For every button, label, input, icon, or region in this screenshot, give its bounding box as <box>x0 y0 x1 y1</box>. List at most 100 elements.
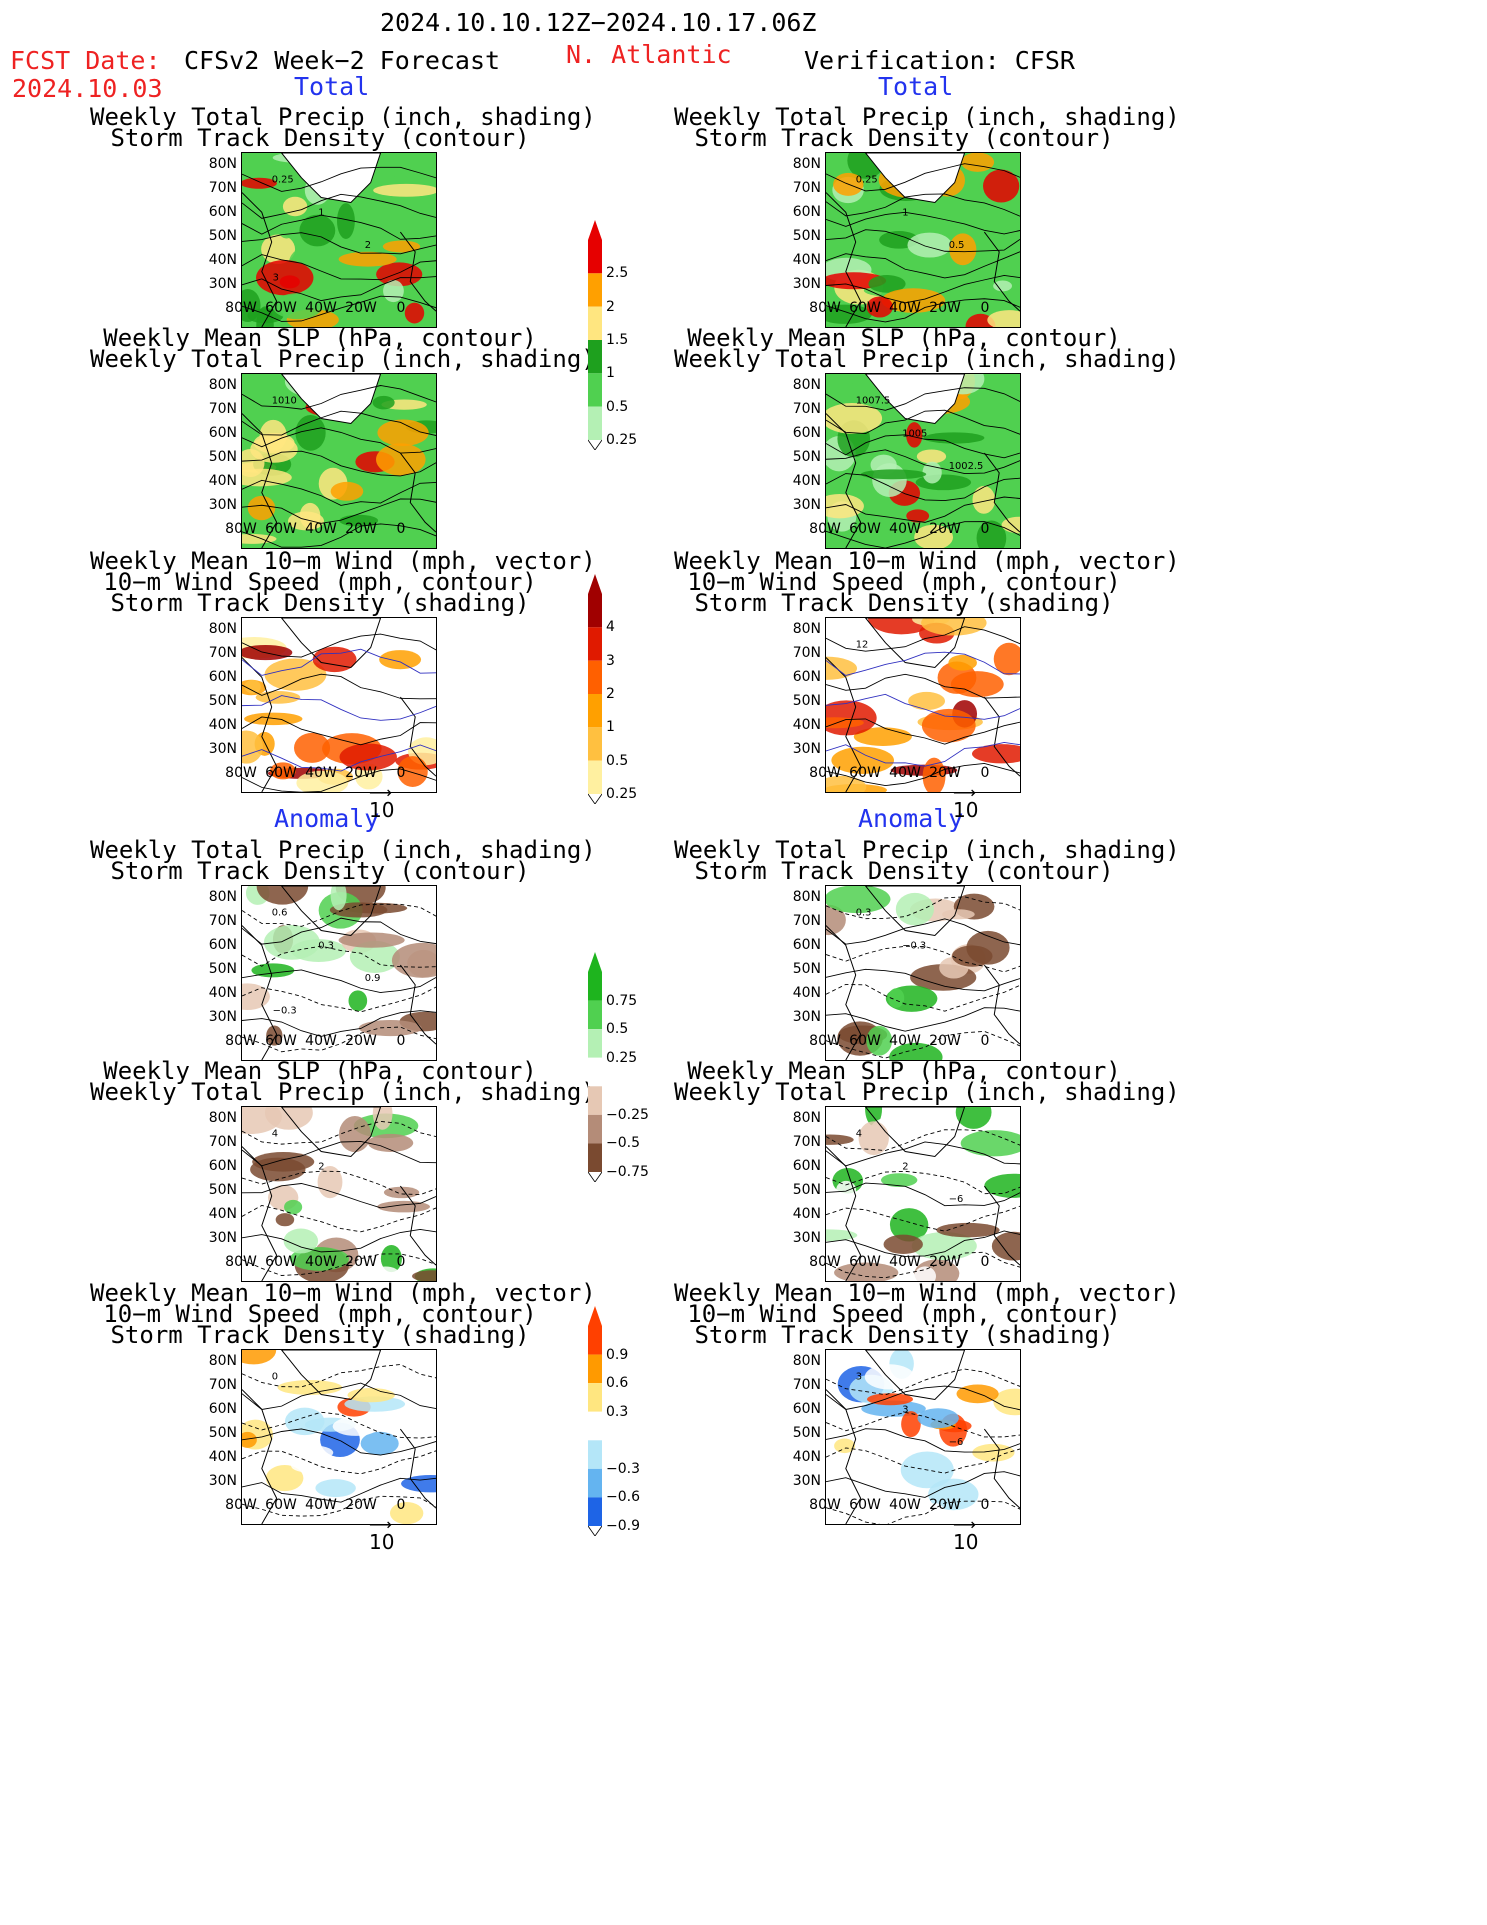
vector-reference: ⟶ 10 <box>953 785 978 823</box>
lat-tick: 30N <box>792 497 821 513</box>
contour-label: 0.3 <box>318 940 334 951</box>
lat-tick: 80N <box>792 1110 821 1126</box>
lon-tick: 60W <box>849 1254 881 1270</box>
section-total-right: Total <box>878 72 954 101</box>
map-shading: 12 <box>826 618 1020 792</box>
panel-title-line: Weekly Mean 10−m Wind (mph, vector) <box>674 1279 1180 1307</box>
contour-label: 1002.5 <box>949 461 984 472</box>
lat-tick: 40N <box>792 252 821 268</box>
panel-title-line: Storm Track Density (shading) <box>694 1321 1114 1349</box>
verification-map-panel: 1007.5 1005 1002.5 <box>825 373 1021 549</box>
fcst-date-label: FCST Date: <box>10 46 161 75</box>
lon-tick: 0 <box>980 765 990 781</box>
lat-tick: 40N <box>208 1206 237 1222</box>
section-anomaly-left: Anomaly <box>274 804 380 833</box>
lon-tick: 80W <box>809 300 841 316</box>
contour-label: 0.25 <box>272 175 294 186</box>
vector-reference: ⟶ 10 <box>953 1515 979 1555</box>
vector-reference-arrow: ⟶ <box>953 1515 976 1534</box>
contour-label: 3 <box>902 1404 908 1415</box>
lon-tick: 40W <box>305 300 337 316</box>
lat-tick: 70N <box>208 913 237 929</box>
colorbar-tick-label: 0.5 <box>606 752 629 769</box>
colorbar-tick-label: 0.25 <box>606 1049 638 1066</box>
contour-label: 0.6 <box>272 908 288 919</box>
lon-tick: 20W <box>345 521 377 537</box>
lon-tick: 80W <box>225 1497 257 1513</box>
vector-reference-label: 10 <box>953 1530 979 1554</box>
contour-label: −6 <box>949 1194 964 1205</box>
lat-tick: 50N <box>208 1425 237 1441</box>
panel-title-line: Weekly Total Precip (inch, shading) <box>674 836 1180 864</box>
contour-label: 0.3 <box>856 908 872 919</box>
lon-tick: 40W <box>305 765 337 781</box>
contour-label: 0.5 <box>949 240 965 251</box>
panel-title-line: Storm Track Density (shading) <box>110 589 530 617</box>
lon-tick: 40W <box>889 1033 921 1049</box>
vector-reference-arrow: ⟶ <box>369 783 392 802</box>
lon-tick: 0 <box>396 300 406 316</box>
lat-tick: 40N <box>208 1449 237 1465</box>
lon-tick: 20W <box>929 1033 961 1049</box>
lat-tick: 30N <box>792 276 821 292</box>
lon-tick: 20W <box>929 765 961 781</box>
colorbar-tick-label: 0.5 <box>606 398 629 415</box>
panel-title-line: Weekly Mean 10−m Wind (mph, vector) <box>674 547 1180 575</box>
verification-map-panel: 0.25 1 0.5 <box>825 152 1021 328</box>
lon-tick: 60W <box>265 1497 297 1513</box>
colorbar-tick-label: 0.6 <box>606 1375 629 1392</box>
lon-tick: 40W <box>305 1254 337 1270</box>
lon-tick: 40W <box>889 1254 921 1270</box>
lon-tick: 0 <box>980 300 990 316</box>
colorbar-tick-label: 0.25 <box>606 432 638 448</box>
panel-title-line: Weekly Total Precip (inch, shading) <box>90 103 596 131</box>
lat-tick: 80N <box>208 889 237 905</box>
vector-reference-label: 10 <box>369 798 395 822</box>
lat-tick: 30N <box>208 497 237 513</box>
contour-label: 0 <box>272 1372 278 1383</box>
contour-label: 1 <box>902 207 908 218</box>
lat-tick: 50N <box>792 449 821 465</box>
lat-tick: 50N <box>792 693 821 709</box>
lon-tick: 60W <box>849 1497 881 1513</box>
lat-tick: 30N <box>208 1473 237 1489</box>
lat-tick: 80N <box>792 156 821 172</box>
contour-label: 1010 <box>272 396 297 407</box>
vector-reference: ⟶ 10 <box>369 1517 394 1555</box>
lat-tick: 70N <box>208 401 237 417</box>
lat-tick: 60N <box>208 1401 237 1417</box>
lon-tick: 0 <box>396 1254 406 1270</box>
map-shading: 1010 <box>242 374 436 548</box>
lat-tick: 40N <box>792 1449 821 1465</box>
lon-tick: 60W <box>265 1254 297 1270</box>
lat-tick: 60N <box>208 425 237 441</box>
lat-tick: 70N <box>208 1134 237 1150</box>
lat-tick: 30N <box>208 1009 237 1025</box>
lon-tick: 40W <box>305 1033 337 1049</box>
contour-label: 2 <box>318 1161 324 1172</box>
contour-label: −6 <box>949 1437 964 1448</box>
colorbar-tick-label: 2 <box>606 298 615 315</box>
colorbar-tick-label: 2.5 <box>606 265 629 282</box>
colorbar-tick-label: 0.25 <box>606 786 638 802</box>
lat-tick: 70N <box>792 913 821 929</box>
lat-tick: 60N <box>208 204 237 220</box>
contour-label: 2 <box>365 240 371 251</box>
lon-tick: 80W <box>809 1497 841 1513</box>
lat-tick: 50N <box>208 228 237 244</box>
map-shading <box>242 618 436 792</box>
lon-tick: 80W <box>809 1254 841 1270</box>
lat-tick: 50N <box>208 449 237 465</box>
lat-tick: 30N <box>792 1230 821 1246</box>
panel-title-line: 10−m Wind Speed (mph, contour) <box>103 568 537 596</box>
contour-label: 0.25 <box>856 175 878 186</box>
map-shading: 0.25 1 2 3 <box>242 153 436 327</box>
lat-tick: 30N <box>792 1009 821 1025</box>
panel-title-line: Weekly Mean SLP (hPa, contour) <box>687 324 1121 352</box>
panel-title-line: 10−m Wind Speed (mph, contour) <box>687 1300 1121 1328</box>
panel-title-line: Weekly Mean SLP (hPa, contour) <box>103 1057 537 1085</box>
lat-tick: 80N <box>792 1353 821 1369</box>
colorbar-tick-label: −0.5 <box>606 1135 640 1152</box>
forecast-map-panel: 0 <box>241 1349 437 1525</box>
colorbar-tick-label: 2 <box>606 686 615 702</box>
